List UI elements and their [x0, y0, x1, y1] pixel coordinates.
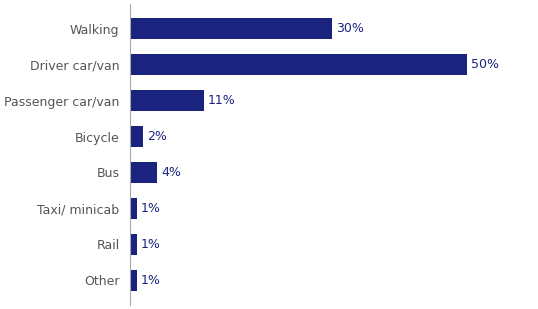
Text: 2%: 2%	[147, 130, 167, 143]
Text: 50%: 50%	[471, 58, 499, 71]
Bar	[130, 126, 144, 147]
Bar	[130, 234, 137, 255]
Bar	[130, 162, 157, 183]
Text: 1%: 1%	[141, 202, 161, 215]
Bar	[130, 90, 204, 111]
Text: 1%: 1%	[141, 274, 161, 287]
Text: 11%: 11%	[208, 94, 236, 107]
Text: 1%: 1%	[141, 238, 161, 251]
Text: 4%: 4%	[161, 166, 181, 179]
Bar	[130, 18, 332, 40]
Bar	[130, 198, 137, 219]
Text: 30%: 30%	[336, 22, 364, 35]
Bar	[130, 54, 466, 75]
Bar	[130, 269, 137, 291]
